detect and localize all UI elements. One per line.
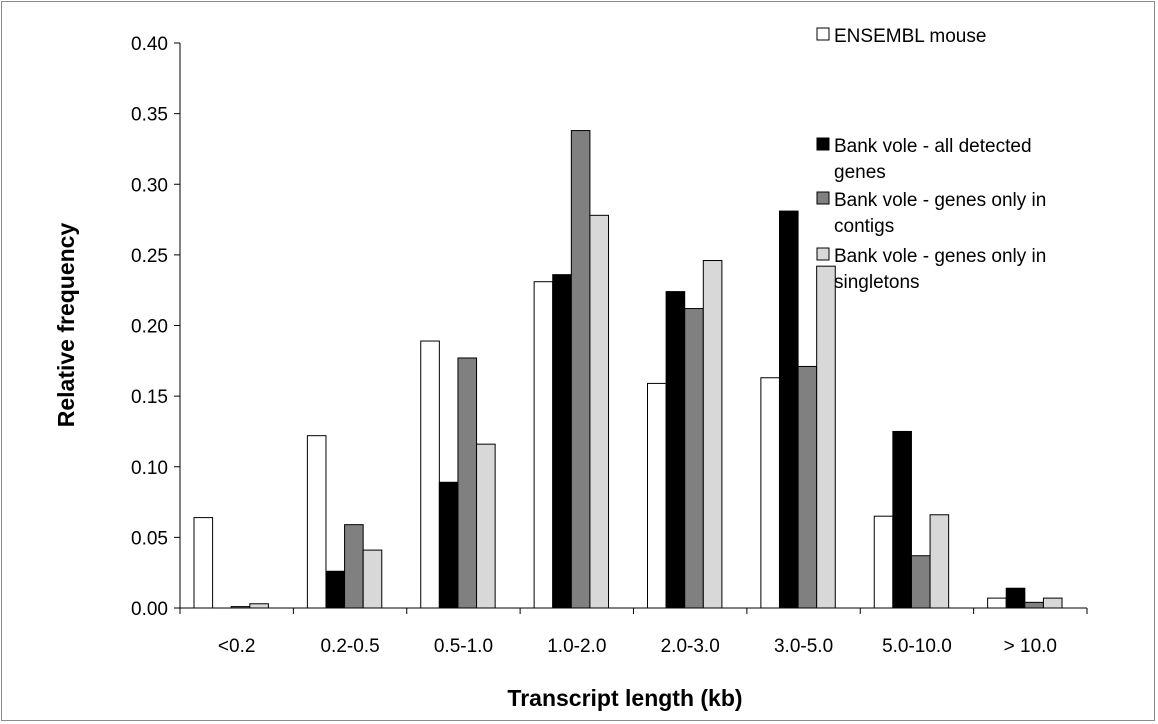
- bar-singletons-4: [702, 260, 723, 609]
- bar-all-detected-2: [438, 481, 459, 609]
- legend-label-contigs: Bank vole - genes only in contigs: [834, 190, 1046, 237]
- x-tick-label-6: 5.0-10.0: [882, 636, 952, 657]
- x-tick-label-7: > 10.0: [1004, 636, 1057, 657]
- bar-ensembl-0: [193, 517, 214, 609]
- y-tick-label-6: 0.30: [131, 175, 168, 196]
- bar-ensembl-2: [420, 340, 440, 609]
- axes-group: [174, 42, 1088, 614]
- y-tick-label-1: 0.05: [131, 528, 168, 549]
- legend-label-line: Bank vole - genes only in: [834, 190, 1046, 211]
- legend-label-all-detected: Bank vole - all detected genes: [834, 136, 1032, 183]
- x-tick-labels: <0.2 0.2-0.5 0.5-1.0 1.0-2.0 2.0-3.0 3.0-5.0 5…: [218, 636, 1057, 657]
- bar-ensembl-5: [760, 377, 780, 609]
- legend-label-line: ENSEMBL mouse: [834, 26, 986, 47]
- legend-swatch-all-detected: [816, 137, 830, 151]
- x-tick-label-0: <0.2: [218, 636, 256, 657]
- x-tick-label-3: 1.0-2.0: [547, 636, 606, 657]
- y-tick-label-0: 0.00: [131, 599, 168, 620]
- bars-group: [193, 130, 1063, 609]
- legend-label-line: Bank vole - all detected: [834, 136, 1032, 157]
- bar-all-detected-6: [892, 430, 912, 609]
- legend-label-ensembl: ENSEMBL mouse: [834, 26, 986, 47]
- bar-ensembl-7: [987, 597, 1007, 609]
- bar-contigs-3: [570, 130, 591, 609]
- legend-label-singletons: Bank vole - genes only in singletons: [834, 246, 1046, 293]
- bar-singletons-5: [816, 265, 836, 609]
- bar-contigs-4: [684, 308, 704, 609]
- bar-all-detected-1: [325, 570, 346, 609]
- y-axis-title: Relative frequency: [53, 223, 79, 428]
- y-tick-label-2: 0.10: [131, 458, 168, 479]
- y-tick-labels: 0.00 0.05 0.10 0.15 0.20 0.25 0.30 0.35 0.40: [131, 34, 168, 620]
- y-tick-label-8: 0.40: [131, 34, 168, 55]
- x-axis-title: Transcript length (kb): [507, 685, 742, 711]
- bar-all-detected-5: [778, 210, 799, 609]
- bar-ensembl-1: [306, 435, 327, 609]
- legend: ENSEMBL mouse Bank vole - all detected gen…: [816, 26, 1046, 293]
- x-tick-label-1: 0.2-0.5: [320, 636, 379, 657]
- legend-swatch-singletons: [816, 247, 830, 261]
- bar-contigs-7: [1024, 601, 1044, 609]
- legend-swatch-ensembl: [816, 27, 830, 41]
- bar-all-detected-4: [665, 291, 686, 609]
- legend-swatch-contigs: [816, 191, 830, 205]
- bar-singletons-3: [589, 214, 610, 609]
- bar-all-detected-7: [1005, 587, 1026, 609]
- x-tick-label-5: 3.0-5.0: [774, 636, 833, 657]
- bar-singletons-7: [1042, 597, 1063, 609]
- bar-ensembl-3: [533, 281, 554, 609]
- y-tick-label-3: 0.15: [131, 387, 168, 408]
- bar-singletons-0: [249, 603, 269, 609]
- bar-contigs-6: [910, 555, 931, 609]
- bar-singletons-6: [929, 514, 950, 609]
- y-tick-label-7: 0.35: [131, 105, 168, 126]
- legend-label-line: contigs: [834, 216, 894, 237]
- bar-contigs-2: [457, 357, 478, 609]
- y-tick-label-5: 0.25: [131, 246, 168, 267]
- legend-label-line: Bank vole - genes only in: [834, 246, 1046, 267]
- bar-singletons-1: [362, 549, 383, 609]
- x-tick-label-4: 2.0-3.0: [661, 636, 720, 657]
- bar-singletons-2: [476, 443, 496, 609]
- legend-label-line: genes: [834, 162, 886, 183]
- y-tick-label-4: 0.20: [131, 317, 168, 338]
- bar-contigs-5: [797, 365, 818, 609]
- bar-all-detected-3: [552, 274, 572, 609]
- legend-label-line: singletons: [834, 272, 920, 293]
- x-tick-label-2: 0.5-1.0: [434, 636, 493, 657]
- bar-ensembl-6: [873, 515, 894, 609]
- bar-ensembl-4: [647, 382, 667, 609]
- bar-contigs-1: [344, 524, 364, 609]
